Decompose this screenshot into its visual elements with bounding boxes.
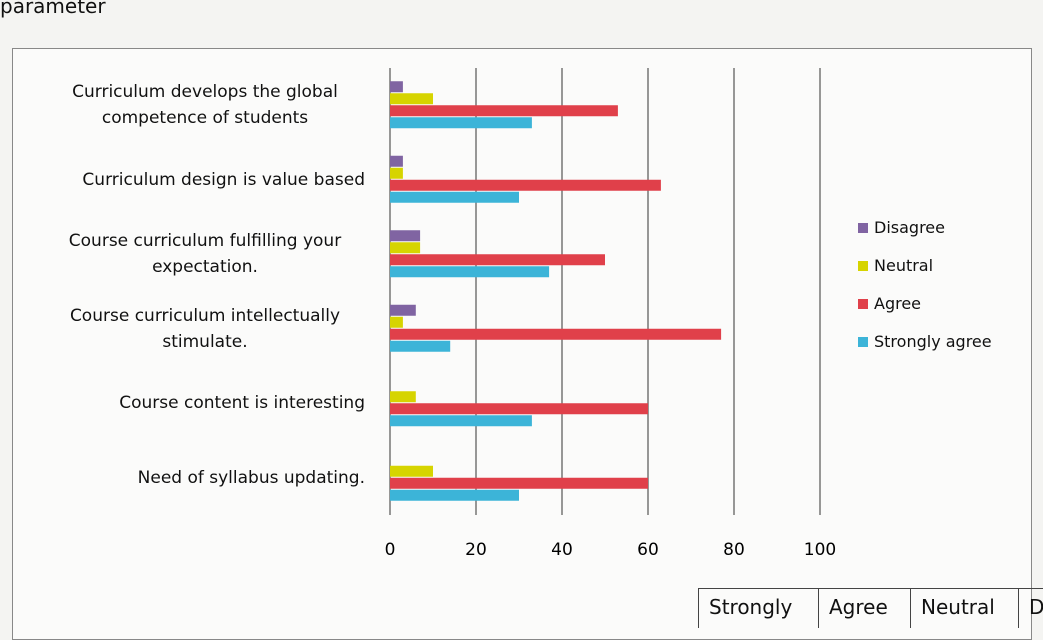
- x-tick-label: 20: [465, 540, 487, 560]
- x-tick-label: 40: [551, 540, 573, 560]
- bar: [390, 489, 519, 501]
- legend-label: Neutral: [874, 256, 934, 275]
- legend-swatch: [858, 336, 868, 347]
- legend-swatch: [858, 222, 868, 233]
- table-header-cell: Strongly: [698, 588, 818, 628]
- legend-swatch: [858, 298, 868, 309]
- bar: [390, 477, 648, 489]
- bar: [390, 191, 519, 203]
- legend-item: Agree: [858, 294, 921, 313]
- chart: 0 20 40 60 80 100: [385, 68, 836, 560]
- bar: [390, 254, 605, 266]
- bar: [390, 316, 403, 328]
- bar: [390, 167, 403, 179]
- bar: [390, 415, 532, 427]
- x-tick-label: 0: [385, 540, 396, 560]
- legend-item: Disagree: [858, 218, 945, 237]
- category-label: Curriculum design is value based: [82, 169, 365, 190]
- category-label: Course content is interesting: [119, 393, 365, 414]
- bar: [390, 340, 451, 352]
- category-label: Curriculum develops the global competenc…: [72, 82, 338, 129]
- bar: [390, 328, 722, 340]
- bar: [390, 242, 421, 254]
- bar: [390, 266, 550, 278]
- x-tick-label: 60: [637, 540, 659, 560]
- category-label: Course curriculum intellectually stimula…: [69, 305, 341, 352]
- bar: [390, 230, 421, 242]
- table-header-cell: Agree: [818, 588, 910, 628]
- legend-label: Strongly agree: [874, 332, 992, 351]
- bar: [390, 155, 403, 167]
- bar: [390, 105, 618, 117]
- legend-item: Neutral: [858, 256, 933, 275]
- legend-label: Agree: [874, 294, 922, 313]
- bar: [390, 93, 433, 105]
- legend-swatch: [858, 260, 868, 271]
- table-header-cell: D: [1018, 588, 1043, 628]
- bar: [390, 304, 416, 316]
- table-header-cell: Neutral: [910, 588, 1018, 628]
- bar: [390, 81, 403, 93]
- x-tick-label: 100: [804, 540, 836, 560]
- bar: [390, 391, 416, 403]
- category-label: Course curriculum fulfilling your expect…: [68, 231, 342, 278]
- bar: [390, 117, 532, 129]
- bar: [390, 465, 433, 477]
- bar: [390, 179, 661, 191]
- caption: parameter: [0, 0, 106, 18]
- x-tick-label: 80: [723, 540, 745, 560]
- bar: [390, 403, 648, 415]
- legend-label: Disagree: [874, 218, 945, 237]
- legend-item: Strongly agree: [858, 332, 992, 351]
- category-label: Need of syllabus updating.: [137, 467, 365, 488]
